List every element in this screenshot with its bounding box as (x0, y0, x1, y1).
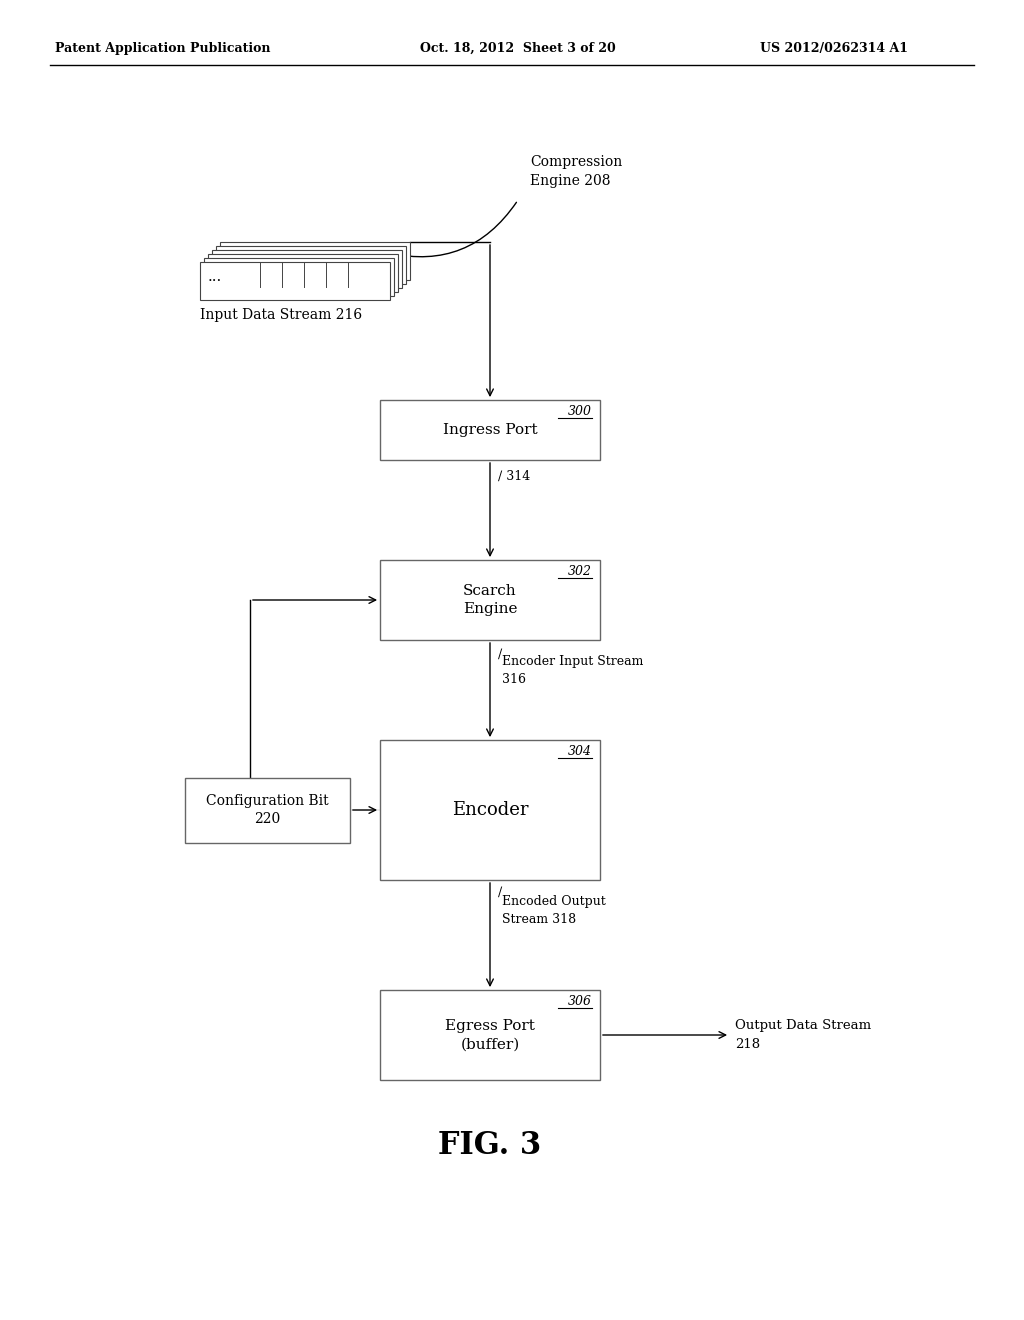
Bar (380, 741, 600, 880)
Text: Egress Port
(buffer): Egress Port (buffer) (445, 1019, 535, 1051)
Bar (185, 777, 350, 842)
Text: Ingress Port: Ingress Port (442, 422, 538, 437)
Bar (200, 261, 390, 300)
Text: Input Data Stream 216: Input Data Stream 216 (200, 308, 362, 322)
Text: ...: ... (208, 271, 222, 284)
Text: Encoder Input Stream
316: Encoder Input Stream 316 (502, 655, 643, 686)
Text: Oct. 18, 2012  Sheet 3 of 20: Oct. 18, 2012 Sheet 3 of 20 (420, 42, 615, 55)
Text: US 2012/0262314 A1: US 2012/0262314 A1 (760, 42, 908, 55)
Text: FIG. 3: FIG. 3 (438, 1130, 542, 1160)
Bar (220, 242, 410, 280)
Bar (204, 257, 394, 296)
Bar (212, 249, 402, 288)
Text: Encoder: Encoder (452, 801, 528, 818)
Text: Output Data Stream
218: Output Data Stream 218 (735, 1019, 871, 1051)
Text: 302: 302 (568, 565, 592, 578)
Bar (216, 246, 406, 284)
Text: Scarch
Engine: Scarch Engine (463, 583, 517, 616)
Text: ∕: ∕ (498, 648, 502, 661)
Text: Configuration Bit
220: Configuration Bit 220 (206, 793, 329, 826)
Text: ∕ 314: ∕ 314 (498, 470, 530, 483)
Text: Patent Application Publication: Patent Application Publication (55, 42, 270, 55)
Text: 304: 304 (568, 744, 592, 758)
Bar (380, 990, 600, 1080)
Bar (380, 400, 600, 459)
FancyArrowPatch shape (389, 202, 516, 257)
Text: 300: 300 (568, 405, 592, 418)
Text: 306: 306 (568, 995, 592, 1008)
Bar (208, 253, 398, 292)
Text: ∕: ∕ (498, 886, 502, 899)
Bar (380, 560, 600, 640)
Text: Encoded Output
Stream 318: Encoded Output Stream 318 (502, 895, 606, 927)
Text: Compression
Engine 208: Compression Engine 208 (530, 154, 623, 189)
